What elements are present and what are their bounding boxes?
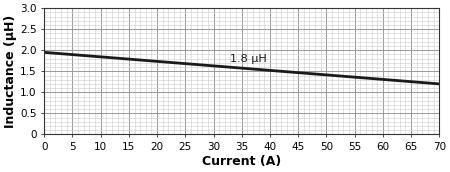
X-axis label: Current (A): Current (A) [202,155,281,168]
Y-axis label: Inductance (μH): Inductance (μH) [4,15,17,128]
Text: 1.8 μH: 1.8 μH [230,54,267,64]
